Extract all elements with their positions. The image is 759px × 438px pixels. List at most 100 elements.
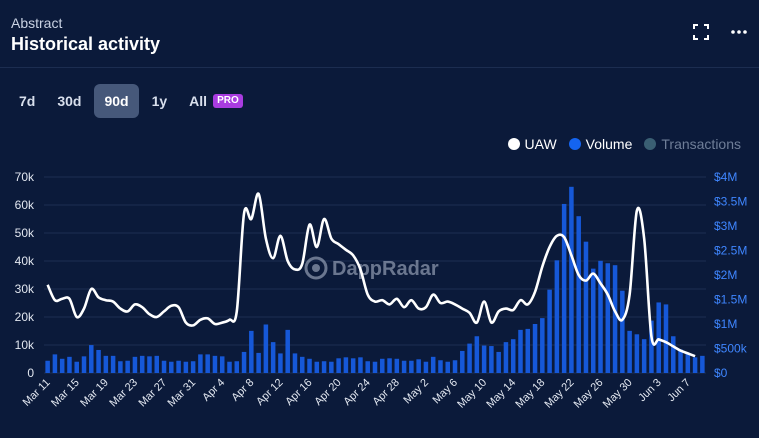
volume-bar[interactable] [227,361,232,373]
volume-bar[interactable] [634,334,640,373]
volume-bar[interactable] [518,329,523,373]
volume-bar[interactable] [256,352,261,373]
volume-bar[interactable] [212,355,218,373]
volume-bar[interactable] [401,360,407,373]
volume-bar[interactable] [74,361,79,373]
volume-bar[interactable] [671,336,676,373]
volume-bar[interactable] [118,361,123,373]
volume-bar[interactable] [125,360,130,373]
volume-bar[interactable] [656,302,661,373]
legend-item-volume[interactable]: Volume [568,136,632,152]
volume-bar[interactable] [598,260,603,373]
volume-bar[interactable] [292,353,298,373]
volume-bar[interactable] [583,241,589,373]
volume-bar[interactable] [205,354,210,373]
volume-bar[interactable] [96,349,101,373]
volume-bar[interactable] [685,353,691,373]
volume-bar[interactable] [612,265,618,373]
expand-icon[interactable] [691,22,711,42]
volume-bar[interactable] [234,361,240,373]
volume-bar[interactable] [161,360,167,373]
volume-bar[interactable] [139,355,145,373]
volume-bar[interactable] [321,361,327,373]
tab-7d[interactable]: 7d [19,93,36,109]
volume-bar[interactable] [663,304,669,373]
more-horizontal-icon[interactable] [729,22,749,42]
volume-bar[interactable] [190,361,196,373]
volume-bar[interactable] [627,330,632,373]
volume-bar[interactable] [452,360,458,373]
volume-bar[interactable] [343,357,349,373]
volume-bar[interactable] [278,353,283,373]
volume-bar[interactable] [45,360,50,373]
volume-bar[interactable] [510,339,516,373]
volume-bar[interactable] [641,339,647,373]
volume-bar[interactable] [307,358,312,373]
volume-bar[interactable] [198,354,203,373]
volume-bar[interactable] [692,357,698,373]
volume-bar[interactable] [350,358,356,373]
volume-bar[interactable] [649,320,654,373]
volume-bar[interactable] [176,360,181,373]
volume-bar[interactable] [358,357,363,373]
volume-bar[interactable] [569,186,574,373]
volume-bar[interactable] [678,349,683,373]
volume-bar[interactable] [299,356,305,373]
volume-bar[interactable] [467,343,472,373]
volume-bar[interactable] [576,216,581,373]
legend-item-uaw[interactable]: UAW [507,136,557,152]
volume-bar[interactable] [430,356,436,373]
uaw-line-path[interactable] [46,192,696,358]
volume-bar[interactable] [620,290,625,373]
volume-bar[interactable] [329,361,334,373]
volume-bar[interactable] [387,358,392,373]
volume-bar[interactable] [380,358,385,373]
volume-bar[interactable] [263,324,269,373]
volume-bar[interactable] [103,355,109,373]
volume-bar[interactable] [503,342,509,373]
volume-bar[interactable] [438,360,443,373]
volume-bar[interactable] [481,345,487,373]
volume-bar[interactable] [249,330,254,373]
volume-bar[interactable] [590,268,596,373]
volume-bar[interactable] [285,329,290,373]
volume-bar[interactable] [52,354,58,373]
tab-90d[interactable]: 90d [94,84,139,118]
volume-bar[interactable] [270,342,276,373]
volume-bar[interactable] [445,361,451,373]
volume-bar[interactable] [59,358,65,373]
volume-bar[interactable] [416,359,421,373]
volume-bar[interactable] [496,351,501,373]
volume-bar[interactable] [423,361,429,373]
legend-item-transactions[interactable]: Transactions [644,136,741,152]
volume-bar[interactable] [372,361,378,373]
volume-bar[interactable] [540,318,545,373]
volume-bar[interactable] [525,328,531,373]
volume-bar[interactable] [169,361,174,373]
volume-bar[interactable] [554,260,560,373]
tab-30d[interactable]: 30d [57,93,82,109]
volume-bar[interactable] [561,203,567,373]
volume-bar[interactable] [394,358,400,373]
tab-all[interactable]: All PRO [180,84,252,118]
volume-bar[interactable] [219,356,225,373]
volume-bar[interactable] [489,346,494,373]
volume-bar[interactable] [132,356,138,373]
volume-bar[interactable] [460,350,465,373]
volume-bar[interactable] [547,289,552,373]
volume-bar[interactable] [154,355,160,373]
volume-bar[interactable] [700,355,705,373]
volume-bar[interactable] [314,361,320,373]
volume-bar[interactable] [183,361,189,373]
volume-bar[interactable] [110,355,116,373]
volume-bar[interactable] [241,351,247,373]
volume-bar[interactable] [147,356,152,373]
volume-bar[interactable] [532,324,538,373]
volume-bar[interactable] [81,356,87,373]
volume-bar[interactable] [89,345,94,373]
volume-bar[interactable] [474,336,480,373]
volume-bar[interactable] [409,360,414,373]
tab-1y[interactable]: 1y [151,93,168,109]
volume-bar[interactable] [365,361,370,373]
volume-bar[interactable] [67,356,72,373]
